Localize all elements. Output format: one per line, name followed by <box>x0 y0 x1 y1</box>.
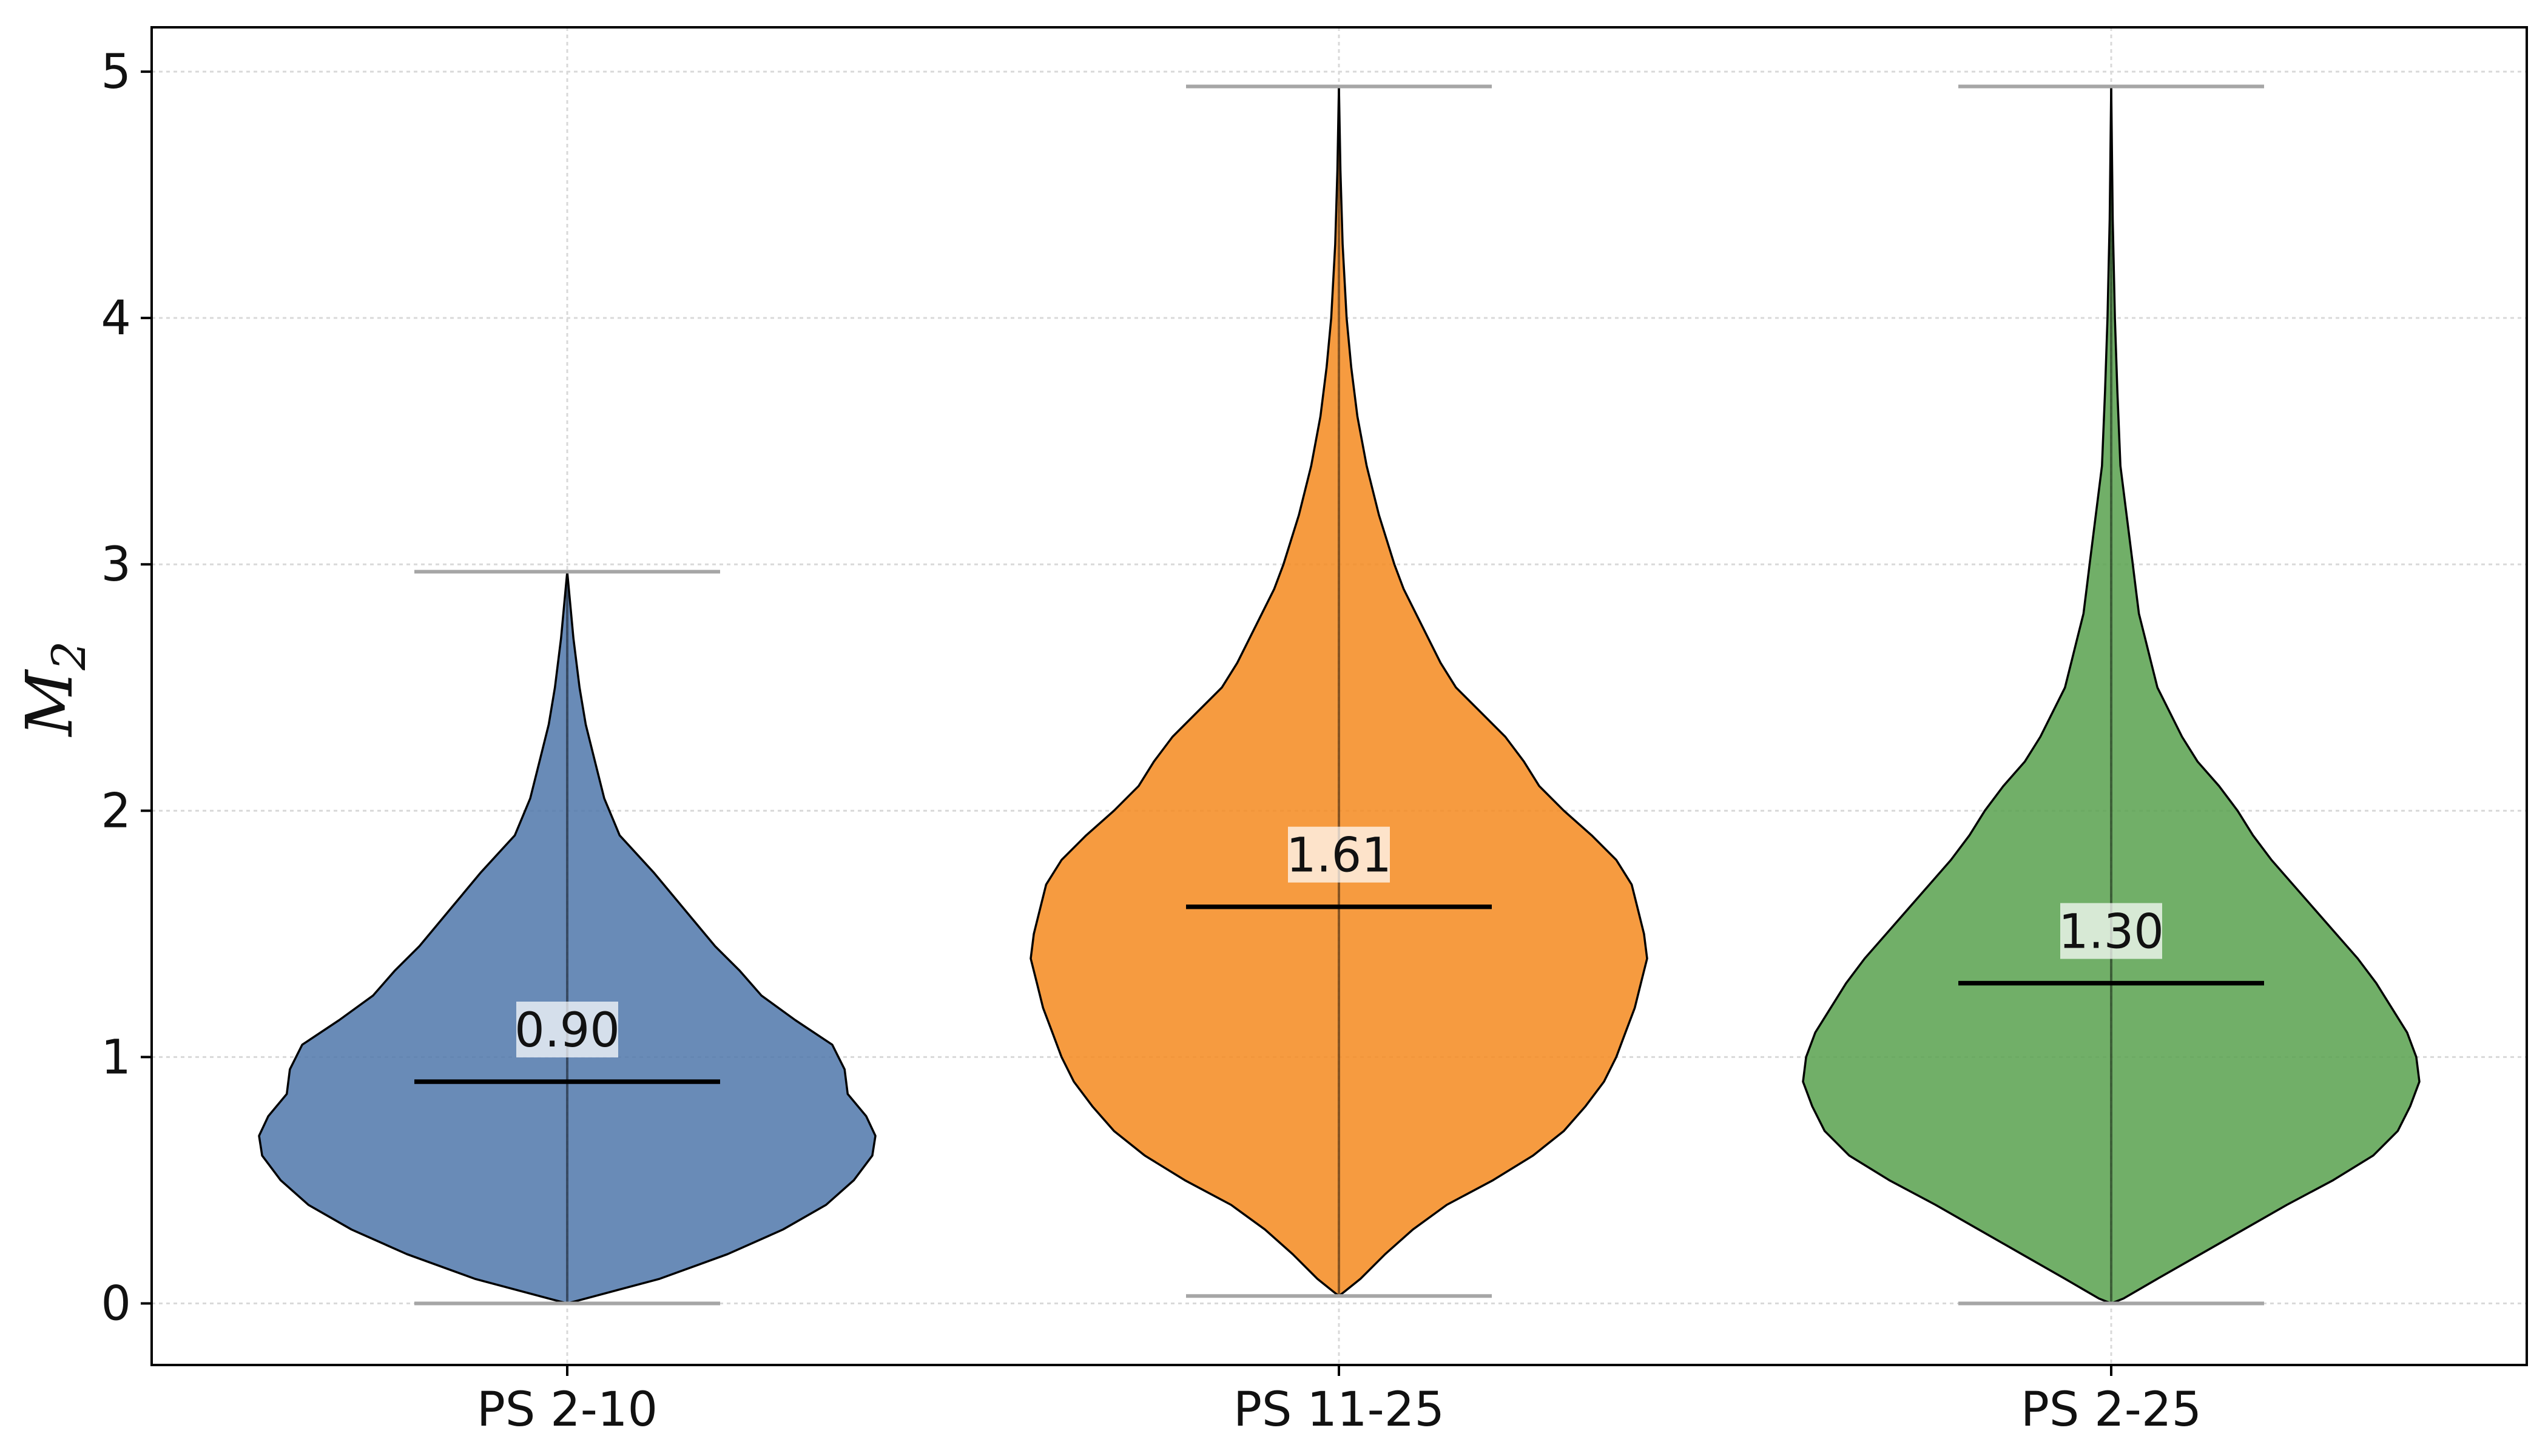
x-tick-label: PS 2-10 <box>477 1383 658 1437</box>
median-label-box <box>516 1002 618 1058</box>
y-tick-label: 5 <box>101 45 131 99</box>
x-tick-label: PS 2-25 <box>2021 1383 2202 1437</box>
y-tick-label: 0 <box>101 1276 131 1331</box>
median-label: 1.30 <box>2058 905 2164 960</box>
median-label-box <box>1288 826 1390 883</box>
x-tick-label: PS 11-25 <box>1233 1383 1444 1437</box>
y-tick-label: 4 <box>101 291 131 346</box>
y-tick-label: 1 <box>101 1030 131 1085</box>
y-tick-label: 2 <box>101 784 131 838</box>
median-label: 1.61 <box>1286 829 1392 883</box>
violins: 0.90 1.61 1.30 <box>258 84 2421 1306</box>
median-label: 0.90 <box>514 1003 620 1058</box>
violin-2: 1.61 <box>1030 84 1648 1298</box>
violin-1: 0.90 <box>258 570 877 1306</box>
y-tick-label: 3 <box>101 538 131 592</box>
median-label-box <box>2060 903 2162 959</box>
violin-3: 1.30 <box>1802 84 2421 1306</box>
axis-ticks: 0 1 2 3 4 5 PS 2-10 PS 11-25 PS 2-25 <box>101 45 2202 1437</box>
y-axis-label: M2 <box>12 641 96 738</box>
